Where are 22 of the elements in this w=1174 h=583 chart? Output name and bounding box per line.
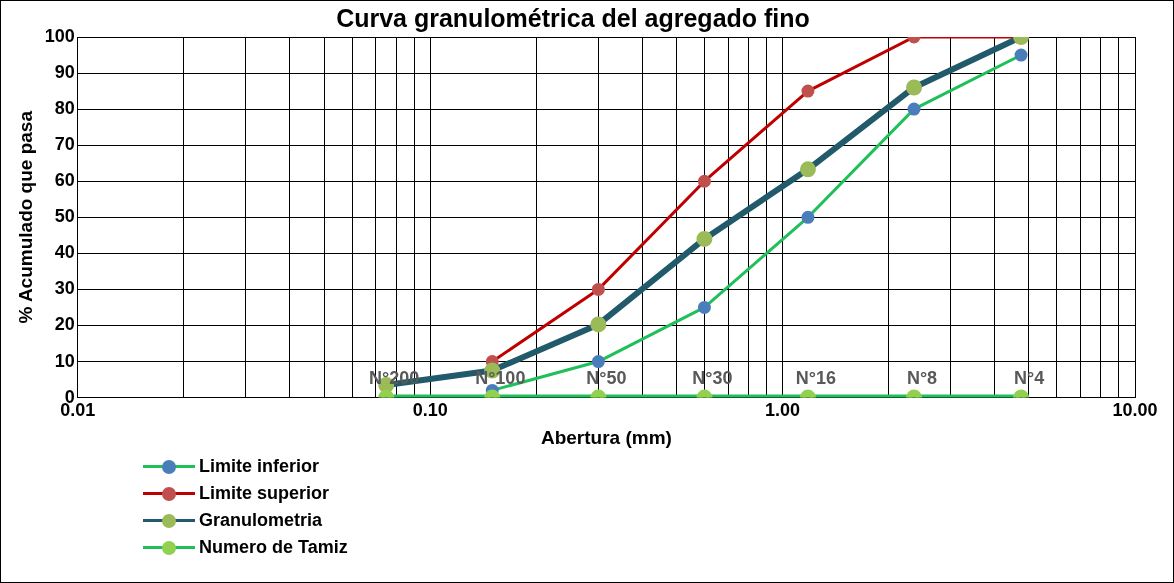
legend-label: Limite inferior xyxy=(199,456,320,477)
y-tick-label: 20 xyxy=(54,314,75,335)
y-tick-label: 60 xyxy=(54,170,75,191)
x-axis-title: Abertura (mm) xyxy=(540,426,672,448)
legend-label: Granulometria xyxy=(199,510,323,531)
y-axis-title: % Acumulado que pasa xyxy=(14,110,36,324)
y-tick-label: 40 xyxy=(54,242,75,263)
annotation: N°8 xyxy=(906,367,938,388)
chart-title: Curva granulométrica del agregado fino xyxy=(336,3,810,32)
y-tick-label: 100 xyxy=(44,25,75,46)
y-tick-label: 50 xyxy=(54,206,75,227)
legend-label: Numero de Tamiz xyxy=(199,537,348,558)
annotation: N°16 xyxy=(795,367,837,388)
x-tick-label: 1.00 xyxy=(765,400,801,421)
y-tick-label: 10 xyxy=(54,350,75,371)
x-tick-label: 0.10 xyxy=(412,400,448,421)
x-tick-label: 10.00 xyxy=(1112,400,1158,421)
y-tick-label: 70 xyxy=(54,134,75,155)
y-tick-label: 90 xyxy=(54,62,75,83)
y-tick-label: 30 xyxy=(54,278,75,299)
legend-label: Limite superior xyxy=(199,483,330,504)
y-tick-label: 80 xyxy=(54,98,75,119)
